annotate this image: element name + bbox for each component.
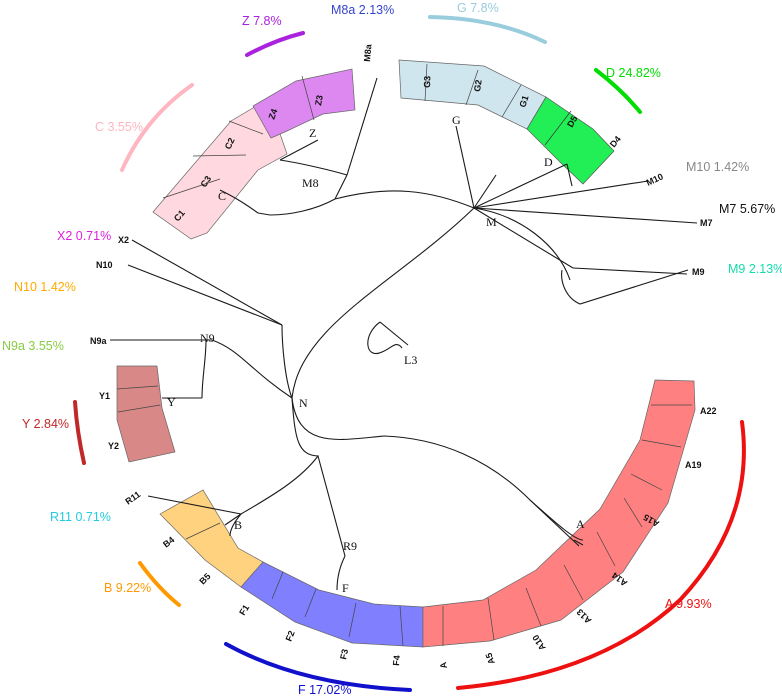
arc-b	[138, 561, 181, 607]
leaf-label-g1: G1	[517, 94, 530, 109]
leaf-label-z3: Z3	[313, 94, 325, 106]
band-a	[422, 379, 696, 648]
band-g	[398, 59, 547, 130]
node-label-f: F	[342, 581, 349, 595]
group-arcs	[73, 15, 746, 692]
leaf-label-b5: B5	[197, 571, 212, 586]
node-label-g: G	[452, 113, 461, 127]
group-label-y: Y 2.84%	[22, 417, 69, 431]
node-labels: L3 N M M8 Z C G D N9 Y B R9 F A	[167, 113, 585, 595]
group-label-m8a: M8a 2.13%	[331, 3, 394, 17]
leaf-label-g3: G3	[422, 76, 432, 88]
node-label-r9: R9	[343, 539, 357, 553]
band-f	[240, 561, 424, 648]
leaf-label-d5: D5	[565, 114, 579, 129]
band-y	[116, 365, 176, 463]
tree-branches	[110, 77, 698, 591]
leaf-label-f1: F1	[237, 603, 251, 617]
node-label-m8: M8	[302, 176, 319, 190]
leaf-label-m8a: M8a	[362, 43, 374, 62]
node-label-d: D	[544, 155, 553, 169]
leaf-label-a: A	[438, 661, 449, 670]
group-label-b: B 9.22%	[104, 581, 151, 595]
arc-y	[73, 400, 86, 465]
leaf-label-y2: Y2	[108, 441, 119, 451]
node-label-b: B	[234, 518, 242, 532]
leaf-label-m10: M10	[645, 171, 665, 187]
leaf-label-z4: Z4	[266, 107, 279, 120]
leaf-label-a19: A19	[685, 460, 702, 470]
leaf-label-g2: G2	[472, 79, 484, 92]
leaf-label-f3: F3	[338, 648, 350, 660]
node-label-n9: N9	[200, 331, 215, 345]
arc-a	[456, 420, 746, 690]
arc-d	[594, 68, 642, 114]
group-label-m7: M7 5.67%	[719, 202, 775, 216]
leaf-label-n9a: N9a	[90, 336, 108, 346]
group-label-r11: R11 0.71%	[50, 510, 111, 524]
group-label-x2: X2 0.71%	[57, 229, 111, 243]
leaf-label-a22: A22	[700, 406, 717, 416]
leaf-label-f2: F2	[284, 629, 297, 642]
node-label-m: M	[486, 215, 497, 229]
group-label-a: A 9.93%	[665, 597, 712, 611]
node-label-z: Z	[309, 126, 316, 140]
leaf-label-c2: C2	[223, 136, 237, 151]
arc-f	[224, 642, 412, 692]
node-label-y: Y	[167, 395, 176, 409]
leaf-label-a5: A5	[484, 651, 497, 665]
band-z	[252, 68, 356, 139]
group-label-c: C 3.55%	[95, 120, 143, 134]
leaf-label-x2: X2	[118, 235, 129, 245]
leaf-label-b4: B4	[161, 535, 176, 550]
leaf-label-a13: A13	[575, 607, 594, 626]
group-label-z: Z 7.8%	[242, 14, 282, 28]
group-label-d: D 24.82%	[606, 66, 661, 80]
node-label-l3: L3	[404, 353, 417, 367]
node-label-a: A	[576, 517, 585, 531]
band-b	[159, 489, 264, 588]
group-label-n10: N10 1.42%	[14, 280, 76, 294]
band-c	[152, 98, 288, 240]
arc-c	[120, 83, 194, 172]
group-label-f: F 17.02%	[298, 683, 352, 697]
group-label-g: G 7.8%	[457, 1, 499, 15]
leaf-label-f4: F4	[391, 655, 402, 666]
leaf-label-r11: R11	[123, 489, 142, 506]
group-label-m10: M10 1.42%	[686, 160, 749, 174]
group-label-n9a: N9a 3.55%	[2, 339, 64, 353]
leaf-label-y1: Y1	[99, 391, 110, 401]
node-label-c: C	[218, 189, 226, 203]
arc-g	[428, 15, 547, 44]
node-label-n: N	[299, 396, 308, 410]
group-bands	[116, 59, 696, 648]
leaf-label-m9: M9	[692, 267, 705, 277]
group-label-m9: M9 2.13%	[728, 262, 782, 276]
leaf-label-m7: M7	[700, 218, 713, 228]
leaf-label-n10: N10	[96, 260, 113, 270]
leaf-label-a10: A10	[530, 633, 547, 652]
arc-z	[245, 31, 305, 57]
band-d	[526, 96, 615, 185]
